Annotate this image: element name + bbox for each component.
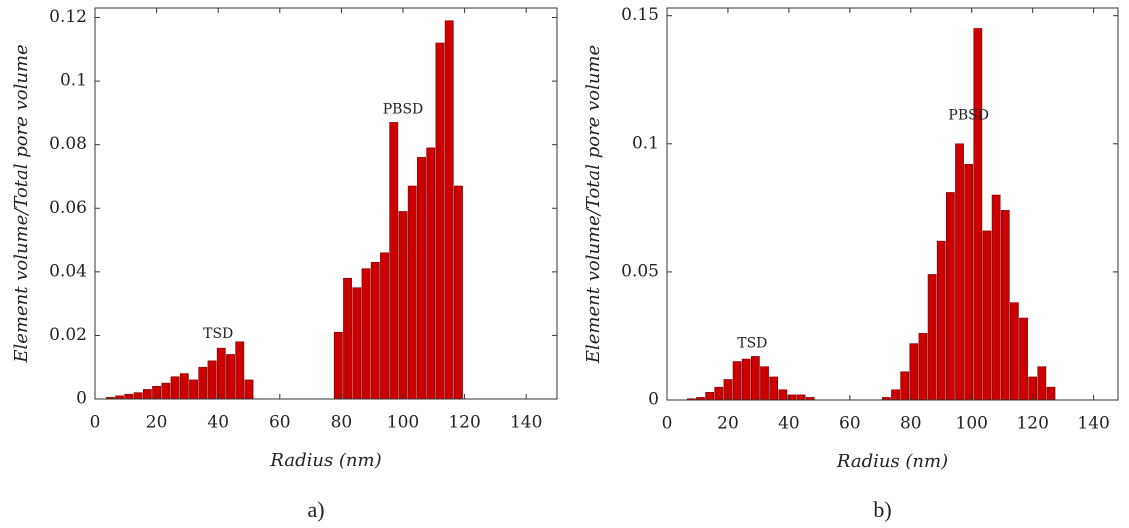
bar [133, 392, 143, 400]
bar [936, 240, 946, 401]
annotation: TSD [737, 336, 767, 352]
bar [946, 192, 955, 401]
bar [124, 393, 134, 400]
x-tick-label: 0 [90, 413, 101, 433]
x-axis-label: Radius (nm) [269, 450, 381, 471]
bar [891, 389, 900, 401]
y-tick-label: 0.1 [60, 71, 87, 91]
bar [741, 358, 751, 401]
caption: b) [873, 497, 891, 522]
bar [179, 373, 189, 400]
x-tick-label: 0 [662, 414, 673, 434]
bar [769, 376, 779, 401]
x-tick-label: 20 [146, 413, 168, 433]
y-tick-label: 0.02 [49, 325, 87, 345]
annotation: TSD [203, 326, 233, 342]
bar [1000, 210, 1010, 401]
bar [244, 379, 254, 400]
bar [389, 122, 399, 400]
bar [927, 274, 937, 401]
y-tick-label: 0 [648, 390, 659, 410]
bar [170, 376, 180, 400]
y-tick-label: 0.12 [49, 7, 87, 27]
bar [380, 252, 389, 400]
x-axis-label: Radius (nm) [836, 451, 948, 472]
bar [333, 331, 343, 400]
annotation: PBSD [383, 102, 424, 118]
x-tick-label: 120 [1016, 414, 1048, 434]
bar [991, 194, 1001, 401]
x-tick-label: 140 [510, 413, 542, 433]
bar [1019, 317, 1028, 401]
y-tick-label: 0 [76, 389, 87, 409]
y-tick-label: 0.06 [49, 198, 87, 218]
bar [198, 366, 208, 400]
bar [732, 361, 742, 401]
x-tick-label: 140 [1077, 414, 1109, 434]
annotation: PBSD [948, 108, 989, 124]
y-tick-label: 0.15 [621, 5, 659, 25]
plot-frame [666, 7, 1119, 401]
x-tick-label: 120 [448, 413, 480, 433]
y-tick-label: 0.05 [621, 261, 659, 281]
x-tick-label: 60 [839, 414, 861, 434]
bar [417, 157, 426, 400]
bar [964, 163, 974, 401]
bar [352, 287, 362, 400]
y-tick-label: 0.1 [632, 133, 659, 153]
x-tick-label: 60 [269, 413, 291, 433]
bar [909, 343, 919, 401]
bar [361, 268, 371, 400]
bar [343, 277, 352, 400]
bar [973, 28, 983, 401]
bar [216, 347, 226, 400]
bar [142, 389, 152, 400]
x-tick-label: 80 [331, 413, 353, 433]
bar [426, 147, 436, 400]
bar [407, 185, 417, 400]
x-tick-label: 20 [717, 414, 739, 434]
bar [955, 143, 964, 401]
caption: a) [307, 497, 324, 522]
bar [207, 360, 217, 400]
bar [226, 354, 235, 400]
y-axis-label: Element volume/Total pore volume [583, 45, 604, 364]
y-tick-label: 0.08 [49, 134, 87, 154]
x-tick-label: 80 [900, 414, 922, 434]
bar [370, 262, 380, 400]
bar [918, 333, 928, 401]
bar [705, 392, 715, 401]
plot-frame [94, 7, 558, 400]
bar [454, 185, 463, 400]
bar [796, 394, 806, 401]
bar [982, 230, 992, 401]
bar [1037, 366, 1047, 401]
y-tick-label: 0.04 [49, 261, 87, 281]
x-tick-label: 100 [956, 414, 988, 434]
bar [161, 382, 171, 400]
bar [435, 42, 445, 400]
y-axis-label: Element volume/Total pore volume [11, 44, 32, 363]
bar [760, 366, 769, 401]
bar [778, 389, 788, 401]
x-tick-label: 40 [778, 414, 800, 434]
bar [189, 379, 198, 400]
bar [751, 356, 760, 401]
bar [235, 341, 245, 400]
x-tick-label: 100 [387, 413, 419, 433]
bar [1046, 386, 1056, 401]
x-tick-label: 40 [207, 413, 229, 433]
bar [900, 371, 910, 401]
bar [444, 20, 454, 400]
bar [398, 211, 408, 400]
bar [714, 386, 724, 401]
bar [1010, 302, 1019, 401]
